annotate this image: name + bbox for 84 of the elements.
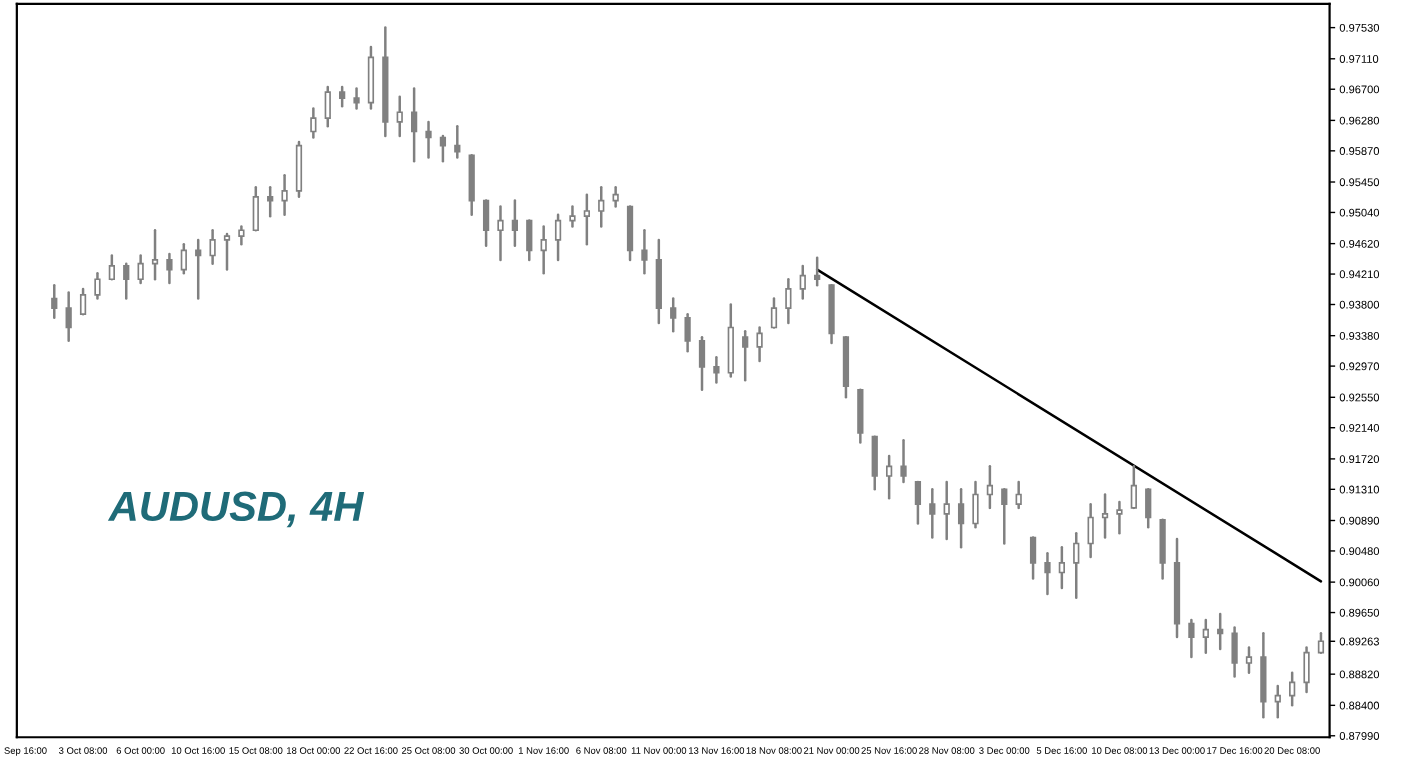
- candlestick: [871, 435, 878, 491]
- candlestick: [698, 335, 706, 392]
- candlestick: [497, 205, 504, 262]
- candlestick: [1188, 618, 1195, 659]
- candlestick: [1116, 500, 1123, 535]
- candlestick: [324, 85, 331, 128]
- candlestick: [1159, 518, 1166, 580]
- candlestick: [468, 154, 475, 216]
- candlestick: [814, 256, 821, 287]
- candlestick: [1260, 632, 1267, 719]
- candlestick: [684, 312, 691, 353]
- candlestick: [583, 193, 590, 246]
- candlestick: [339, 85, 346, 108]
- candlestick: [137, 254, 144, 285]
- candlestick: [756, 326, 763, 363]
- candlestick: [295, 140, 303, 199]
- candlestick: [1202, 618, 1209, 654]
- candlestick: [166, 252, 173, 285]
- candlestick: [713, 355, 720, 384]
- candlestick: [1044, 551, 1051, 596]
- candlestick: [1217, 612, 1224, 651]
- candlestick: [108, 254, 115, 281]
- candlestick: [1145, 488, 1152, 529]
- candlestick: [281, 174, 288, 216]
- candlestick: [943, 480, 950, 541]
- candlestick: [785, 278, 792, 325]
- candlestick: [900, 439, 907, 484]
- candlestick: [482, 199, 490, 248]
- candlestick: [94, 272, 101, 300]
- candlestick: [929, 488, 936, 539]
- candlestick: [1015, 480, 1022, 510]
- candlestick: [1231, 626, 1238, 678]
- candlestick: [267, 185, 274, 218]
- candlestick: [857, 388, 864, 444]
- candlestick: [526, 219, 533, 262]
- candlestick: [1073, 531, 1080, 599]
- candlestick: [742, 329, 749, 382]
- candlestick: [972, 480, 979, 529]
- candlestick: [540, 225, 547, 275]
- candlestick: [1001, 488, 1008, 545]
- candlestick: [670, 297, 677, 333]
- candlestick: [986, 465, 994, 510]
- candlestick: [770, 297, 778, 329]
- candlestick: [641, 229, 648, 275]
- candlestick: [454, 125, 461, 159]
- candlestick: [569, 205, 576, 228]
- candlestick: [554, 213, 562, 262]
- candlestick: [612, 185, 619, 208]
- candlestick: [1029, 536, 1037, 580]
- candlestick: [51, 283, 58, 320]
- candlestick: [151, 229, 159, 281]
- candlestick: [1245, 646, 1253, 674]
- candlestick: [439, 134, 447, 163]
- candlestick: [195, 238, 202, 300]
- candlestick: [79, 287, 87, 316]
- candlestick: [223, 232, 231, 271]
- candlestick: [209, 229, 216, 265]
- candlestick: [914, 480, 922, 525]
- candlestick: [180, 243, 187, 275]
- candlestick: [727, 303, 734, 378]
- candlestick: [1058, 545, 1065, 590]
- candlestick: [1101, 493, 1109, 539]
- candlestick: [310, 107, 317, 139]
- candlestick: [396, 95, 403, 138]
- candlestick: [1317, 632, 1325, 654]
- candlestick: [123, 262, 130, 300]
- candlestick: [1087, 502, 1094, 559]
- candlestick: [885, 454, 893, 500]
- candlestick: [410, 87, 418, 163]
- candlestick: [353, 87, 360, 110]
- candlestick: [957, 488, 965, 549]
- candlestick: [511, 199, 519, 248]
- candlestick: [1274, 684, 1281, 719]
- candlestick: [1289, 671, 1296, 707]
- candlestick: [1303, 646, 1310, 694]
- candlestick: [425, 120, 432, 159]
- candlestick: [1130, 465, 1137, 510]
- candlestick: [367, 45, 375, 110]
- candlestick: [252, 185, 259, 232]
- candlestick: [65, 291, 72, 343]
- candlestick: [598, 185, 605, 228]
- text: AUDUSD, 4H: [107, 491, 365, 528]
- candlestick: [626, 205, 634, 262]
- candlestick: [799, 264, 806, 300]
